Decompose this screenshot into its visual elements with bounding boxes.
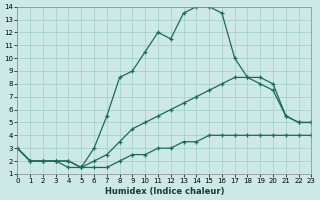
X-axis label: Humidex (Indice chaleur): Humidex (Indice chaleur) bbox=[105, 187, 224, 196]
